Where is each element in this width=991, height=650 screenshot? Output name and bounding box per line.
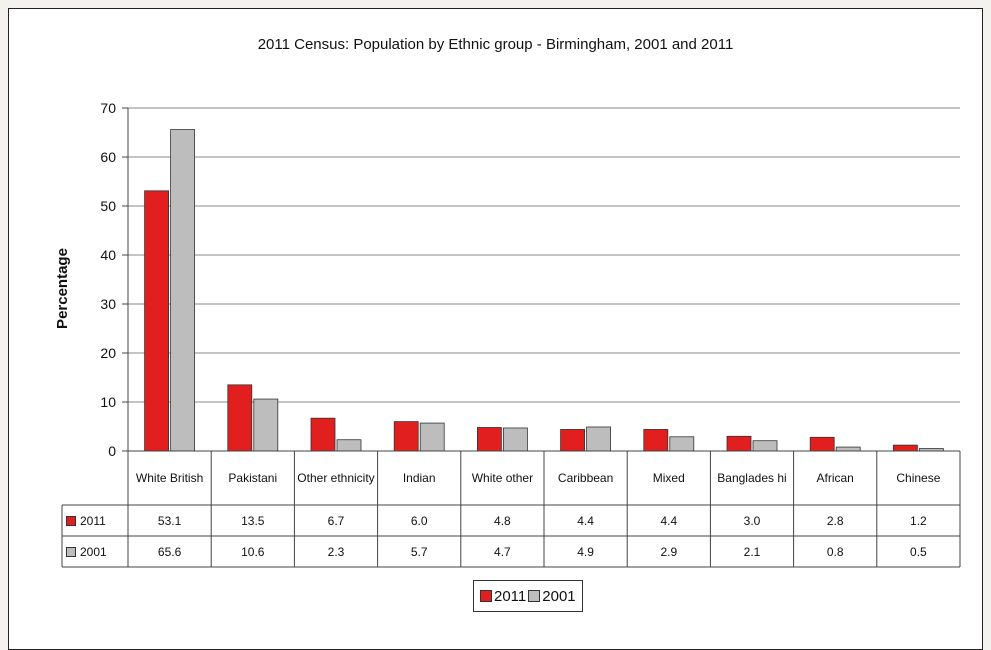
bar-2001 [253,398,279,452]
table-cell: 2.3 [327,545,345,559]
bar-2011 [476,427,502,452]
bar-2011 [560,429,585,452]
bar-2011 [144,190,170,452]
category-label: Chinese [896,470,941,485]
row-swatch [66,516,76,526]
table-cell: 0.8 [826,545,844,559]
bar-2001 [835,446,861,452]
table-cell: 6.7 [327,514,345,528]
bar-2001 [502,427,528,452]
category-label: White British [135,470,204,485]
table-cell: 0.5 [910,545,927,559]
table-cell: 53.1 [157,514,182,528]
table-cell: 65.6 [157,545,182,559]
category-label: African [816,470,854,485]
bar-2011 [310,417,336,452]
row-series-name: 2001 [80,545,107,559]
y-tick-label: 70 [100,100,116,116]
table-row-label: 2001 [66,537,126,567]
row-series-name: 2011 [80,514,106,528]
table-cell: 4.7 [494,545,511,559]
bar-2001 [170,129,196,452]
bar-2001 [419,422,445,452]
table-cell: 4.8 [494,514,511,528]
bar-2011 [809,436,835,452]
category-label: Banglades hi [717,470,787,485]
category-label: White other [471,470,534,485]
table-cell: 4.9 [577,545,594,559]
table-cell: 2.9 [660,545,678,559]
bar-chart: 0 10 20 30 40 50 60 70 [61,100,961,568]
category-label: Other ethnicity [297,470,375,485]
table-cell: 5.7 [410,545,428,559]
legend-swatch-2011 [480,590,492,602]
bar-2001 [752,440,778,452]
y-tick-label: 0 [108,443,116,459]
bar-2011 [893,444,918,452]
row-swatch [66,547,76,557]
category-label: Caribbean [557,470,614,485]
y-tick-label: 50 [100,198,116,214]
legend-swatch-2001 [528,590,541,602]
table-cell: 10.6 [241,545,265,559]
category-label: Mixed [652,470,685,485]
bar-2011 [393,421,419,452]
legend-label-2001: 2001 [542,587,576,605]
chart-title: 2011 Census: Population by Ethnic group … [257,36,734,53]
table-cell: 6.0 [410,514,428,528]
category-label: Indian [402,470,436,485]
bar-2001 [669,436,695,452]
y-tick-label: 30 [100,296,116,312]
y-tick-label: 60 [100,149,116,165]
y-tick-label: 10 [100,394,116,410]
table-cell: 4.4 [577,514,594,528]
table-row-label: 2011 [66,506,126,536]
y-tick-label: 20 [100,345,116,361]
bar-2011 [227,384,253,452]
bar-2011 [643,429,669,452]
table-cell: 3.0 [743,514,761,528]
table-cell: 13.5 [241,514,265,528]
bar-2001 [336,439,362,452]
legend-label-2011: 2011 [494,587,527,605]
table-cell: 1.2 [910,514,927,528]
bar-2001 [586,426,611,452]
bar-2011 [726,435,752,452]
y-tick-label: 40 [100,247,116,263]
table-cell: 4.4 [660,514,678,528]
category-label: Pakistani [228,470,278,485]
legend: 2011 2001 [473,580,583,612]
table-cell: 2.8 [826,514,844,528]
table-cell: 2.1 [743,545,761,559]
